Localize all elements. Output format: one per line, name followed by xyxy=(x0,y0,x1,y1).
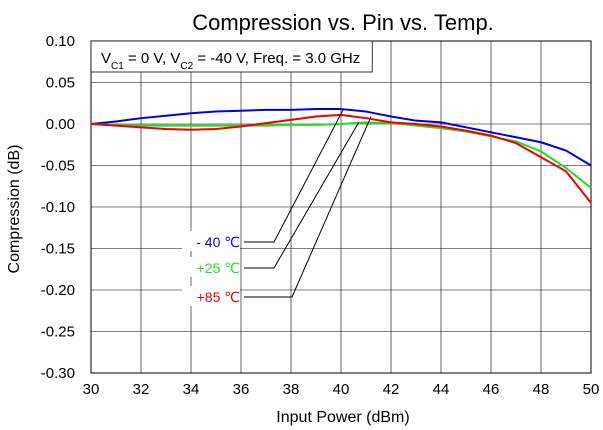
x-tick-labels: 30 32 34 36 38 40 42 44 46 48 50 xyxy=(83,381,600,398)
y-tick-label: -0.25 xyxy=(41,324,75,341)
legend-label-bg xyxy=(182,257,240,277)
x-tick-label: 30 xyxy=(83,381,100,398)
legend-leader-line xyxy=(244,122,359,269)
chart-title: Compression vs. Pin vs. Temp. xyxy=(192,10,494,35)
legend-label-bg xyxy=(182,286,240,306)
vc2-value: = -40 V, Freq. = 3.0 GHz xyxy=(193,50,360,67)
legend-label: +85 ℃ xyxy=(197,289,240,305)
y-tick-label: 0.00 xyxy=(46,116,75,133)
x-tick-label: 40 xyxy=(333,381,350,398)
vc2-subscript: C2 xyxy=(180,61,193,72)
x-tick-label: 34 xyxy=(183,381,200,398)
x-axis-label: Input Power (dBm) xyxy=(276,409,409,426)
vc2-label: V xyxy=(170,50,180,67)
legend-label: +25 ℃ xyxy=(197,260,240,276)
y-tick-label: 0.10 xyxy=(46,33,75,50)
series-line-0 xyxy=(90,108,592,167)
y-tick-label: 0.05 xyxy=(46,75,75,92)
y-tick-label: -0.20 xyxy=(41,282,75,299)
y-tick-label: -0.10 xyxy=(41,199,75,216)
conditions-annotation: VC1 = 0 V, VC2 = -40 V, Freq. = 3.0 GHz xyxy=(90,40,373,73)
x-tick-label: 32 xyxy=(133,381,150,398)
y-axis-label: Compression (dB) xyxy=(6,145,23,274)
vc1-label: V xyxy=(101,50,111,67)
legend: - 40 ℃ +25 ℃ +85 ℃ xyxy=(182,108,372,306)
y-tick-label: -0.05 xyxy=(41,158,75,175)
y-tick-label: -0.30 xyxy=(41,365,75,382)
legend-label: - 40 ℃ xyxy=(196,234,240,250)
y-tick-label: -0.15 xyxy=(41,241,75,258)
x-tick-label: 38 xyxy=(283,381,300,398)
x-tick-label: 36 xyxy=(233,381,250,398)
y-tick-labels: 0.10 0.05 0.00 -0.05 -0.10 -0.15 -0.20 -0.25 -0.… xyxy=(41,33,75,382)
x-tick-label: 48 xyxy=(533,381,550,398)
x-tick-label: 50 xyxy=(583,381,600,398)
legend-leader-line xyxy=(244,116,372,298)
grid-lines xyxy=(90,40,592,374)
vc1-value: = 0 V, xyxy=(124,50,171,67)
svg-text:VC1 = 0 V, VC2 = -40 V, Freq.: VC1 = 0 V, VC2 = -40 V, Freq. = 3.0 GHz xyxy=(101,50,360,72)
vc1-subscript: C1 xyxy=(111,61,124,72)
x-tick-label: 44 xyxy=(433,381,450,398)
legend-leader-line xyxy=(244,108,344,243)
x-tick-label: 46 xyxy=(483,381,500,398)
legend-label-bg xyxy=(182,231,240,251)
x-tick-label: 42 xyxy=(383,381,400,398)
